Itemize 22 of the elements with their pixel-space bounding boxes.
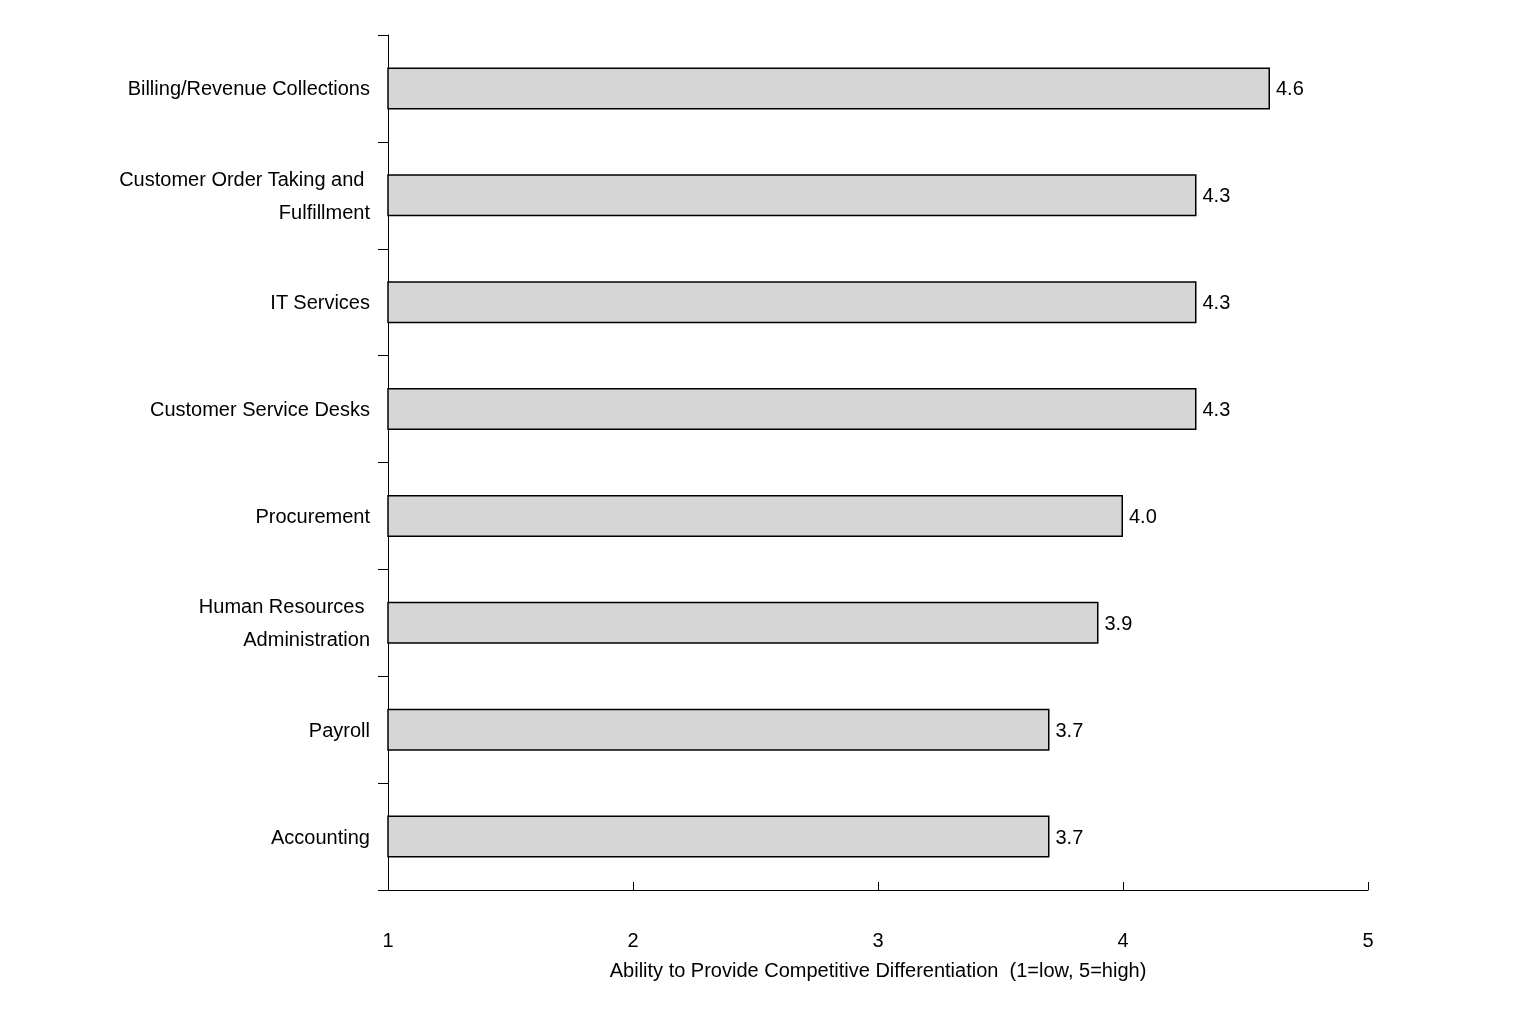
y-tick-label: Customer Service Desks [149, 398, 370, 421]
data-label: 4.3 [1202, 184, 1231, 207]
y-tick-label: Billing/Revenue Collections [127, 77, 370, 100]
y-tick-label: Payroll [308, 718, 370, 741]
data-label: 4.3 [1202, 398, 1231, 421]
data-label: 4.0 [1129, 504, 1157, 527]
y-tick-label: Customer Order Taking and Fulfillment [119, 167, 371, 223]
data-label: 3.9 [1104, 611, 1133, 634]
y-tick-label: IT Services [270, 291, 370, 314]
y-tick-label: Human Resources Administration [198, 595, 370, 651]
x-tick-label: 2 [627, 929, 639, 951]
data-label: 3.7 [1055, 718, 1084, 741]
x-tick-label: 4 [1117, 929, 1129, 951]
data-label: 4.6 [1276, 77, 1304, 100]
x-axis-title: Ability to Provide Competitive Differentiation (1=low, 5=high) [609, 959, 1147, 981]
data-label: 3.7 [1055, 825, 1084, 848]
x-tick-label: 5 [1362, 929, 1374, 951]
y-tick-label: Procurement [255, 504, 371, 527]
data-label: 4.3 [1202, 291, 1231, 314]
y-tick-label: Accounting [271, 825, 370, 848]
x-tick-label: 3 [872, 929, 884, 951]
x-tick-label: 1 [382, 929, 394, 951]
